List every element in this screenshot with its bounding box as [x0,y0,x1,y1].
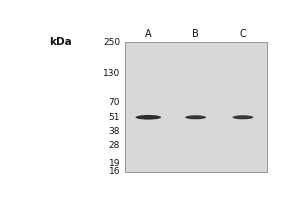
Text: 70: 70 [109,98,120,107]
Text: kDa: kDa [49,37,72,47]
Ellipse shape [136,115,161,120]
Text: 51: 51 [109,113,120,122]
Text: 250: 250 [103,38,120,47]
Ellipse shape [232,115,253,119]
Text: C: C [239,29,246,39]
Text: 19: 19 [109,159,120,168]
Text: B: B [192,29,199,39]
Text: A: A [145,29,152,39]
Bar [125,42,266,172]
Ellipse shape [185,115,206,119]
Text: 28: 28 [109,141,120,150]
Text: 16: 16 [109,167,120,176]
Text: 38: 38 [109,127,120,136]
Text: 130: 130 [103,69,120,78]
